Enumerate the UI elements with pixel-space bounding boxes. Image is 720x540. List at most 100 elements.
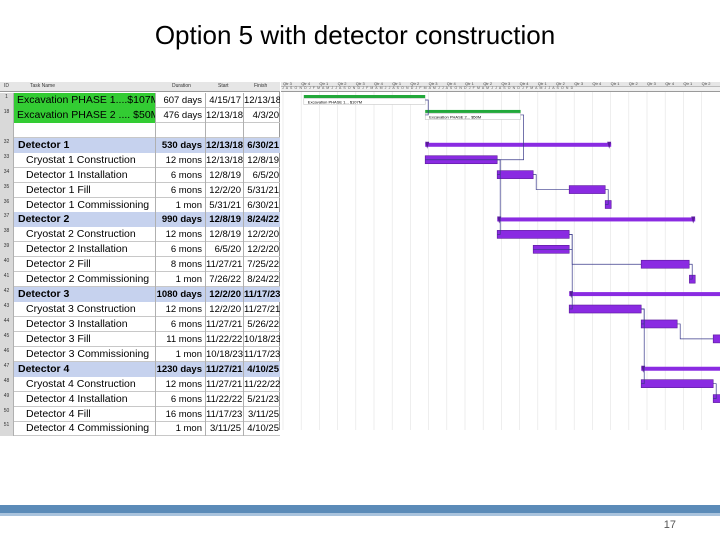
task-duration: 6 mons [156,316,206,332]
task-bar[interactable] [568,185,606,194]
task-row[interactable]: 46 Detector 3 Commissioning 1 mon 10/18/23 1… [0,346,280,362]
summary-task-row[interactable]: 32 Detector 1 530 days 12/13/18 6/30/21 [0,137,280,153]
task-finish: 5/31/21 [247,184,279,196]
task-name: Cryostat 4 Construction [14,376,156,392]
task-bar[interactable] [712,334,720,344]
task-row[interactable]: 48 Cryostat 4 Construction 12 mons 11/27/21… [0,376,280,392]
task-start: 12/8/19 [206,227,244,243]
task-row[interactable]: 34 Detector 1 Installation 6 mons 12/8/19 6/… [0,167,280,183]
task-id: 50 [0,406,14,422]
task-bar[interactable] [568,304,642,314]
footer-bar [0,505,720,513]
task-row[interactable]: 43 Cryostat 3 Construction 12 mons 12/2/20 1… [0,302,280,318]
task-duration: 1 mon [156,272,206,288]
task-duration: 990 days [156,212,206,228]
task-duration: 6 mons [156,182,206,198]
task-id: 47 [0,361,14,377]
task-row[interactable]: 41 Detector 2 Commissioning 1 mon 7/26/22 8/… [0,272,280,288]
task-bar[interactable] [640,319,678,329]
task-id: 36 [0,197,14,213]
task-name: Excavation PHASE 2 .... $50M [14,107,156,123]
column-header-duration[interactable]: Duration [172,83,191,89]
task-name: Detector 3 Commissioning [14,346,156,362]
task-name: Cryostat 2 Construction [14,227,156,243]
blank-row[interactable] [0,122,280,138]
summary-task-row[interactable]: 42 Detector 3 1080 days 12/2/20 11/17/23 [0,287,280,303]
dependency-link [713,383,717,399]
summary-end-cap[interactable] [691,216,696,224]
task-bar[interactable] [496,230,570,239]
summary-task-row[interactable]: 47 Detector 4 1230 days 11/27/21 4/10/25 [0,361,280,377]
task-finish: 12/2/20 [247,229,279,241]
task-duration: 12 mons [156,152,206,168]
column-header-task-name[interactable]: Task Name [30,83,56,89]
summary-end-cap[interactable] [425,141,430,149]
task-id: 51 [0,421,14,437]
task-row[interactable]: 33 Cryostat 1 Construction 12 mons 12/13/18… [0,152,280,168]
task-row[interactable]: 36 Detector 1 Commissioning 1 mon 5/31/21 6/… [0,197,280,213]
timescale-quarter-label: Qtr 1 [319,81,329,86]
task-row[interactable]: 38 Cryostat 2 Construction 12 mons 12/8/19 1… [0,227,280,243]
column-header-finish[interactable]: Finish [254,83,268,89]
phase-bar[interactable] [425,109,521,113]
task-row[interactable]: 40 Detector 2 Fill 8 mons 11/27/21 7/25/22 [0,257,280,273]
summary-bar[interactable] [569,292,720,297]
phase-bar[interactable] [303,95,426,98]
column-header-start[interactable]: Start [218,83,229,89]
timescale-quarter-label: Qtr 4 [301,81,311,86]
task-name: Detector 2 Fill [14,257,156,273]
summary-bar[interactable] [641,366,720,371]
task-name: Detector 2 Installation [14,242,156,258]
summary-bar[interactable] [497,217,696,222]
task-row[interactable]: 49 Detector 4 Installation 6 mons 11/22/22 5… [0,391,280,407]
phase-label-box[interactable] [424,113,521,120]
task-finish: 11/27/21 [244,304,280,316]
dependency-link [425,114,524,161]
dependency-link [533,174,570,190]
footer-bar-accent [0,513,720,516]
task-duration: 476 days [156,107,206,123]
task-id: 44 [0,316,14,332]
task-start: 12/8/19 [206,212,244,228]
task-name: Detector 2 Commissioning [14,272,156,288]
timescale-quarter-label: Qtr 3 [574,81,584,86]
slide-title: Option 5 with detector construction [154,20,556,50]
task-start: 12/13/18 [206,107,244,123]
task-start: 11/27/21 [206,376,244,392]
task-start: 12/13/18 [206,152,244,168]
task-row[interactable]: 39 Detector 2 Installation 6 mons 6/5/20 12/… [0,242,280,258]
task-bar[interactable] [496,170,534,179]
task-id: 43 [0,302,14,318]
task-duration: 11 mons [156,331,206,347]
task-name: Detector 1 Installation [14,167,156,183]
summary-end-cap[interactable] [607,141,612,149]
column-header-id[interactable]: ID [4,83,9,89]
dependency-link [677,323,714,340]
task-row[interactable]: 51 Detector 4 Commissioning 1 mon 3/11/25 4/… [0,421,280,437]
phase-label-box[interactable] [303,98,426,105]
task-row[interactable]: 50 Detector 4 Fill 16 mons 11/17/23 3/11/25 [0,406,280,422]
task-duration: 1 mon [156,346,206,362]
task-row[interactable]: 45 Detector 3 Fill 11 mons 11/22/22 10/18/23 [0,331,280,347]
summary-bar[interactable] [425,142,612,147]
task-finish: 6/5/20 [252,169,279,181]
task-start: 10/18/23 [206,346,244,362]
gantt-bars-canvas: Excavation PHASE 1... $107M Excavation PH… [282,92,720,430]
task-duration: 6 mons [156,391,206,407]
task-row[interactable]: 1 Excavation PHASE 1....$107M 607 days 4/15… [0,93,280,108]
timescale-quarter-label: Qtr 3 [355,81,365,86]
task-duration: 1080 days [156,287,206,303]
task-start: 11/17/23 [206,406,244,422]
task-row[interactable]: 35 Detector 1 Fill 6 mons 12/2/20 5/31/21 [0,182,280,198]
task-duration: 1230 days [156,361,206,377]
task-name: Detector 3 [14,287,156,303]
task-bar[interactable] [640,259,690,269]
task-row[interactable]: 44 Detector 3 Installation 6 mons 11/27/21 5… [0,316,280,332]
timescale-quarter-label: Qtr 1 [683,81,693,86]
task-name: Cryostat 1 Construction [14,152,156,168]
task-row[interactable]: 18 Excavation PHASE 2 .... $50M 476 days 12… [0,107,280,123]
sheet-top-strip [0,72,280,82]
summary-task-row[interactable]: 37 Detector 2 990 days 12/8/19 8/24/22 [0,212,280,228]
task-bar[interactable] [640,379,714,388]
gantt-timeline: Qtr 3 Qtr 4 Qtr 1 Qtr 2 Qtr 3 Qtr 4 Qtr 1 Qtr 2… [281,72,720,430]
